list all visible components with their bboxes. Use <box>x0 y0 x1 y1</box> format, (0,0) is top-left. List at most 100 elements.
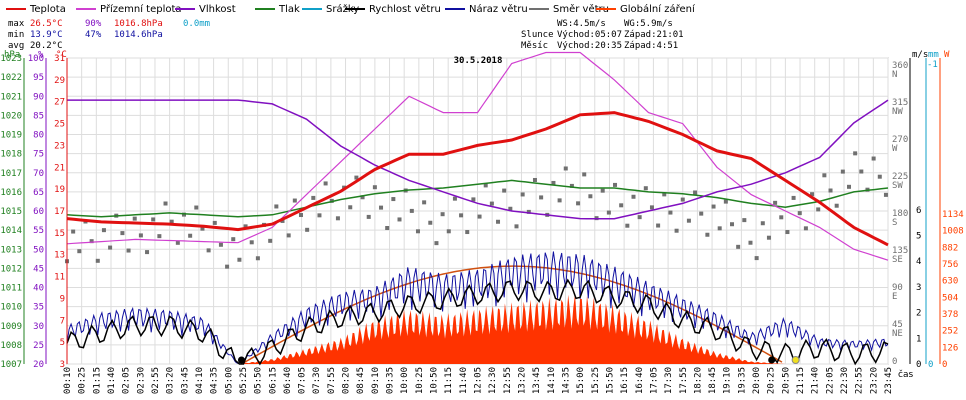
humidity-tick: 80 <box>33 131 44 141</box>
wind-direction-point <box>797 211 802 216</box>
x-tick: 11:15 <box>444 367 454 394</box>
wind-speed-tick: 5 <box>916 232 921 242</box>
wind-direction-point <box>847 184 852 189</box>
wind-direction-tick: 270 <box>892 135 908 145</box>
stat-max-press: 1016.8hPa <box>114 19 163 29</box>
wind-direction-point <box>834 203 839 208</box>
x-tick: 09:10 <box>371 367 381 394</box>
x-tick: 20:50 <box>781 367 791 394</box>
wind-direction-point <box>717 226 722 231</box>
wind-direction-point <box>446 229 451 234</box>
wind-direction-point <box>730 222 735 227</box>
wind-direction-point <box>120 231 125 236</box>
x-tick: 15:00 <box>576 367 586 394</box>
temperature-tick: 13 <box>54 251 65 261</box>
wind-direction-point <box>477 214 482 219</box>
x-axis-label: čas <box>898 369 913 380</box>
stat-avg-temp: 20.2°C <box>30 41 63 51</box>
wind-direction-point <box>699 211 704 216</box>
wind-direction-point <box>212 220 217 225</box>
temperature-line <box>66 111 889 247</box>
wind-direction-point <box>853 151 858 156</box>
pressure-tick: 1009 <box>0 322 22 332</box>
x-tick: 05:25 <box>239 367 249 394</box>
pressure-tick: 1007 <box>0 360 22 370</box>
wind-direction-point <box>366 214 371 219</box>
wind-direction-point <box>606 210 611 215</box>
wind-direction-point <box>274 204 279 209</box>
wind-direction-point <box>551 180 556 185</box>
wind-direction-point <box>440 212 445 217</box>
wind-direction-point <box>693 190 698 195</box>
wind-direction-point <box>348 205 353 210</box>
wind-direction-point <box>89 239 94 244</box>
humidity-tick: 85 <box>33 111 44 121</box>
wind-direction-label: NW <box>892 107 903 117</box>
moonrise-marker <box>791 356 800 364</box>
pressure-tick: 1019 <box>0 131 22 141</box>
wind-direction-point <box>77 249 82 254</box>
wind-ws: WS:4.5m/s <box>557 19 606 29</box>
wind-direction-point <box>298 213 303 218</box>
stat-avg-label: avg <box>8 41 24 51</box>
radiation-area <box>238 294 786 364</box>
legend-label: Tlak <box>278 4 300 15</box>
temperature-tick: 11 <box>54 273 65 283</box>
wind-direction-tick: 90 <box>892 283 903 293</box>
x-tick: 08:20 <box>342 367 352 394</box>
x-tick: 10:25 <box>415 367 425 394</box>
temperature-tick: 31 <box>54 54 65 64</box>
x-tick: 01:15 <box>92 367 102 394</box>
radiation-theoretical-line <box>241 265 783 365</box>
pressure-tick: 1010 <box>0 303 22 313</box>
temperature-tick: 5 <box>60 338 65 348</box>
radiation-tick: 504 <box>942 293 958 303</box>
x-tick: 04:10 <box>195 367 205 394</box>
wind-direction-point <box>532 177 537 182</box>
wind-direction-point <box>686 218 691 223</box>
pressure-tick: 1023 <box>0 54 22 64</box>
wind-direction-point <box>452 196 457 201</box>
wind-direction-point <box>268 238 273 243</box>
wind-direction-point <box>773 200 778 205</box>
x-tick: 02:05 <box>122 367 132 394</box>
sun-label: Slunce <box>521 30 554 40</box>
sun-moon-info: WS:4.5m/s WG:5.9m/s Slunce Východ:05:07 … <box>521 19 684 51</box>
wind-direction-point <box>126 248 131 253</box>
x-tick: 06:15 <box>268 367 278 394</box>
wind-direction-tick: 135 <box>892 246 908 256</box>
temperature-tick: 9 <box>60 294 65 304</box>
humidity-tick: 90 <box>33 92 44 102</box>
legend-label: Teplota <box>29 4 66 15</box>
wind-direction-point <box>292 198 297 203</box>
radiation-tick: 630 <box>942 277 958 287</box>
wind-direction-point <box>649 205 654 210</box>
wind-direction-point <box>539 195 544 200</box>
wind-direction-point <box>206 248 211 253</box>
wind-direction-point <box>225 264 230 269</box>
temperature-tick: 3 <box>60 360 65 370</box>
wind-direction-point <box>95 258 100 263</box>
x-tick: 10:00 <box>400 367 410 394</box>
wind-direction-point <box>557 198 562 203</box>
wind-direction-point <box>157 234 162 239</box>
wind-direction-point <box>871 156 876 161</box>
wind-direction-point <box>668 210 673 215</box>
chart-legend: Teplota Přízemní teplota Vlhkost Tlak Srážky… <box>6 3 696 15</box>
sun-set: Západ:21:01 <box>624 30 684 40</box>
wind-direction-point <box>428 220 433 225</box>
pressure-line <box>66 179 889 218</box>
stat-min-temp: 13.9°C <box>30 30 63 40</box>
wind-direction-point <box>600 188 605 193</box>
humidity-tick: 50 <box>33 245 44 255</box>
wind-direction-label: NE <box>892 329 903 339</box>
wind-speed-tick: 1 <box>916 334 921 344</box>
wind-direction-label: W <box>892 144 898 154</box>
rain-tick: -1 <box>927 60 938 70</box>
humidity-tick: 75 <box>33 150 44 160</box>
wind-direction-point <box>526 209 531 214</box>
x-tick: 04:35 <box>210 367 220 394</box>
x-tick: 16:40 <box>635 367 645 394</box>
wind-direction-point <box>108 245 113 250</box>
wind-direction-point <box>619 203 624 208</box>
